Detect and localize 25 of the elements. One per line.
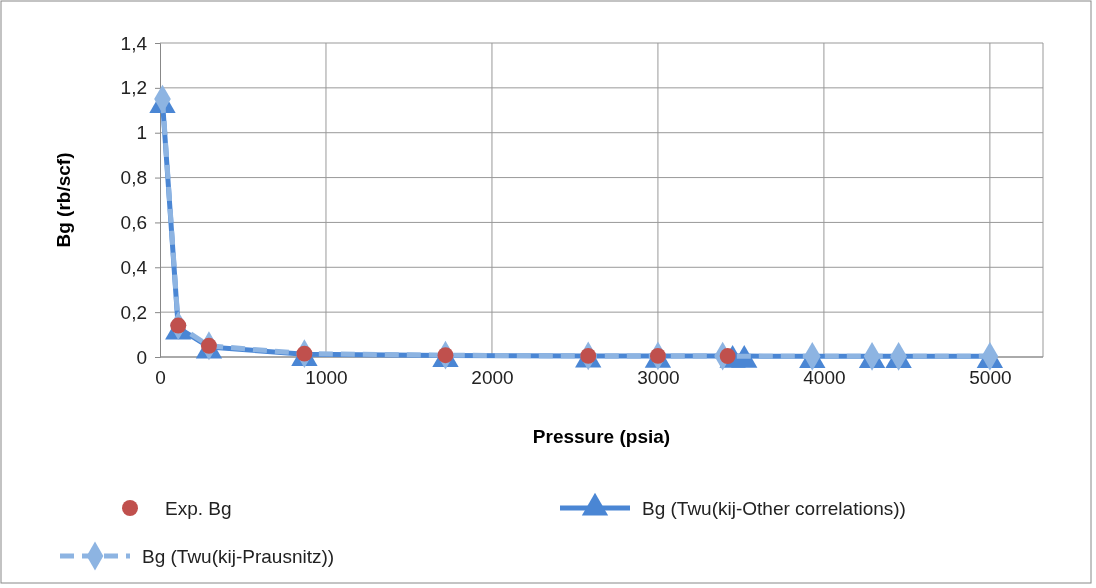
x-tick-label: 2000	[471, 367, 514, 389]
point	[170, 317, 187, 334]
x-tick-label: 4000	[803, 367, 846, 389]
x-tick-label: 5000	[969, 367, 1012, 389]
y-tick-label: 0	[136, 346, 147, 368]
y-tick-label: 0,2	[120, 301, 147, 323]
point	[296, 345, 313, 362]
point	[200, 337, 217, 354]
y-tick-label: 0,4	[120, 256, 148, 278]
y-tick-label: 0,8	[120, 167, 147, 189]
legend-label: Bg (Twu(kij-Other correlations))	[642, 498, 906, 519]
legend-label: Exp. Bg	[165, 498, 232, 519]
y-tick-label: 1,2	[120, 77, 147, 99]
y-tick-label: 1	[136, 122, 147, 144]
point	[580, 347, 597, 364]
y-tick-label: 0,6	[120, 212, 147, 234]
x-tick-label: 0	[155, 367, 166, 389]
point	[437, 347, 454, 364]
y-tick-label: 1,4	[120, 32, 148, 54]
legend-label: Bg (Twu(kij-Prausnitz))	[142, 546, 335, 567]
x-tick-label: 3000	[637, 367, 680, 389]
x-tick-label: 1000	[305, 367, 348, 389]
y-axis-title: Bg (rb/scf)	[53, 152, 74, 248]
point	[649, 347, 666, 364]
x-axis-title: Pressure (psia)	[532, 426, 671, 447]
